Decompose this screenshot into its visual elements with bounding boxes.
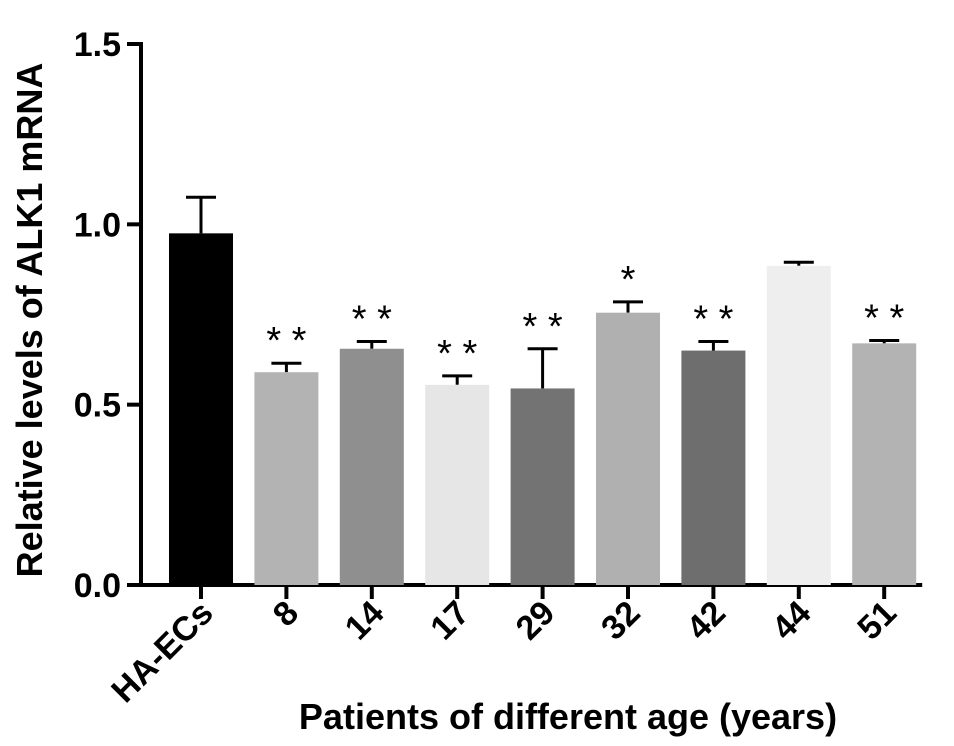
plot-area: 0.0 0.5 1.0 1.5 HA-ECs * * 8 * * 14 * * 17 * * 29 * 32… <box>74 26 923 710</box>
x-tick-label: HA-ECs <box>104 594 220 710</box>
bar <box>852 343 917 585</box>
bar <box>766 265 831 585</box>
significance-marker: * * <box>266 320 306 362</box>
significance-marker: * <box>621 259 636 301</box>
significance-marker: * * <box>437 333 477 375</box>
bar <box>510 388 575 585</box>
x-tick-label: 44 <box>765 594 819 648</box>
significance-marker: * * <box>693 299 733 341</box>
y-tick-label: 1.5 <box>74 26 121 64</box>
significance-marker: * * <box>352 299 392 341</box>
x-tick-label: 14 <box>338 594 392 648</box>
significance-marker: * * <box>864 297 904 339</box>
y-axis-title: Relative levels of ALK1 mRNA <box>9 63 50 578</box>
bar <box>425 384 490 585</box>
x-tick-label: 17 <box>423 594 477 648</box>
bar <box>681 350 746 585</box>
y-tick-label: 0.0 <box>74 567 121 605</box>
y-tick-label: 1.0 <box>74 206 121 244</box>
bar <box>596 312 660 585</box>
bar <box>339 348 404 585</box>
significance-marker: * * <box>523 306 563 348</box>
x-tick-label: 32 <box>594 594 648 648</box>
x-tick-label: 29 <box>509 594 563 648</box>
x-tick-label: 8 <box>266 594 306 634</box>
x-tick-label: 42 <box>679 594 733 648</box>
x-axis-title: Patients of different age (years) <box>299 696 837 737</box>
bar <box>169 233 233 585</box>
bar <box>254 372 319 585</box>
y-tick-label: 0.5 <box>74 387 121 425</box>
x-tick-label: 51 <box>850 594 904 648</box>
